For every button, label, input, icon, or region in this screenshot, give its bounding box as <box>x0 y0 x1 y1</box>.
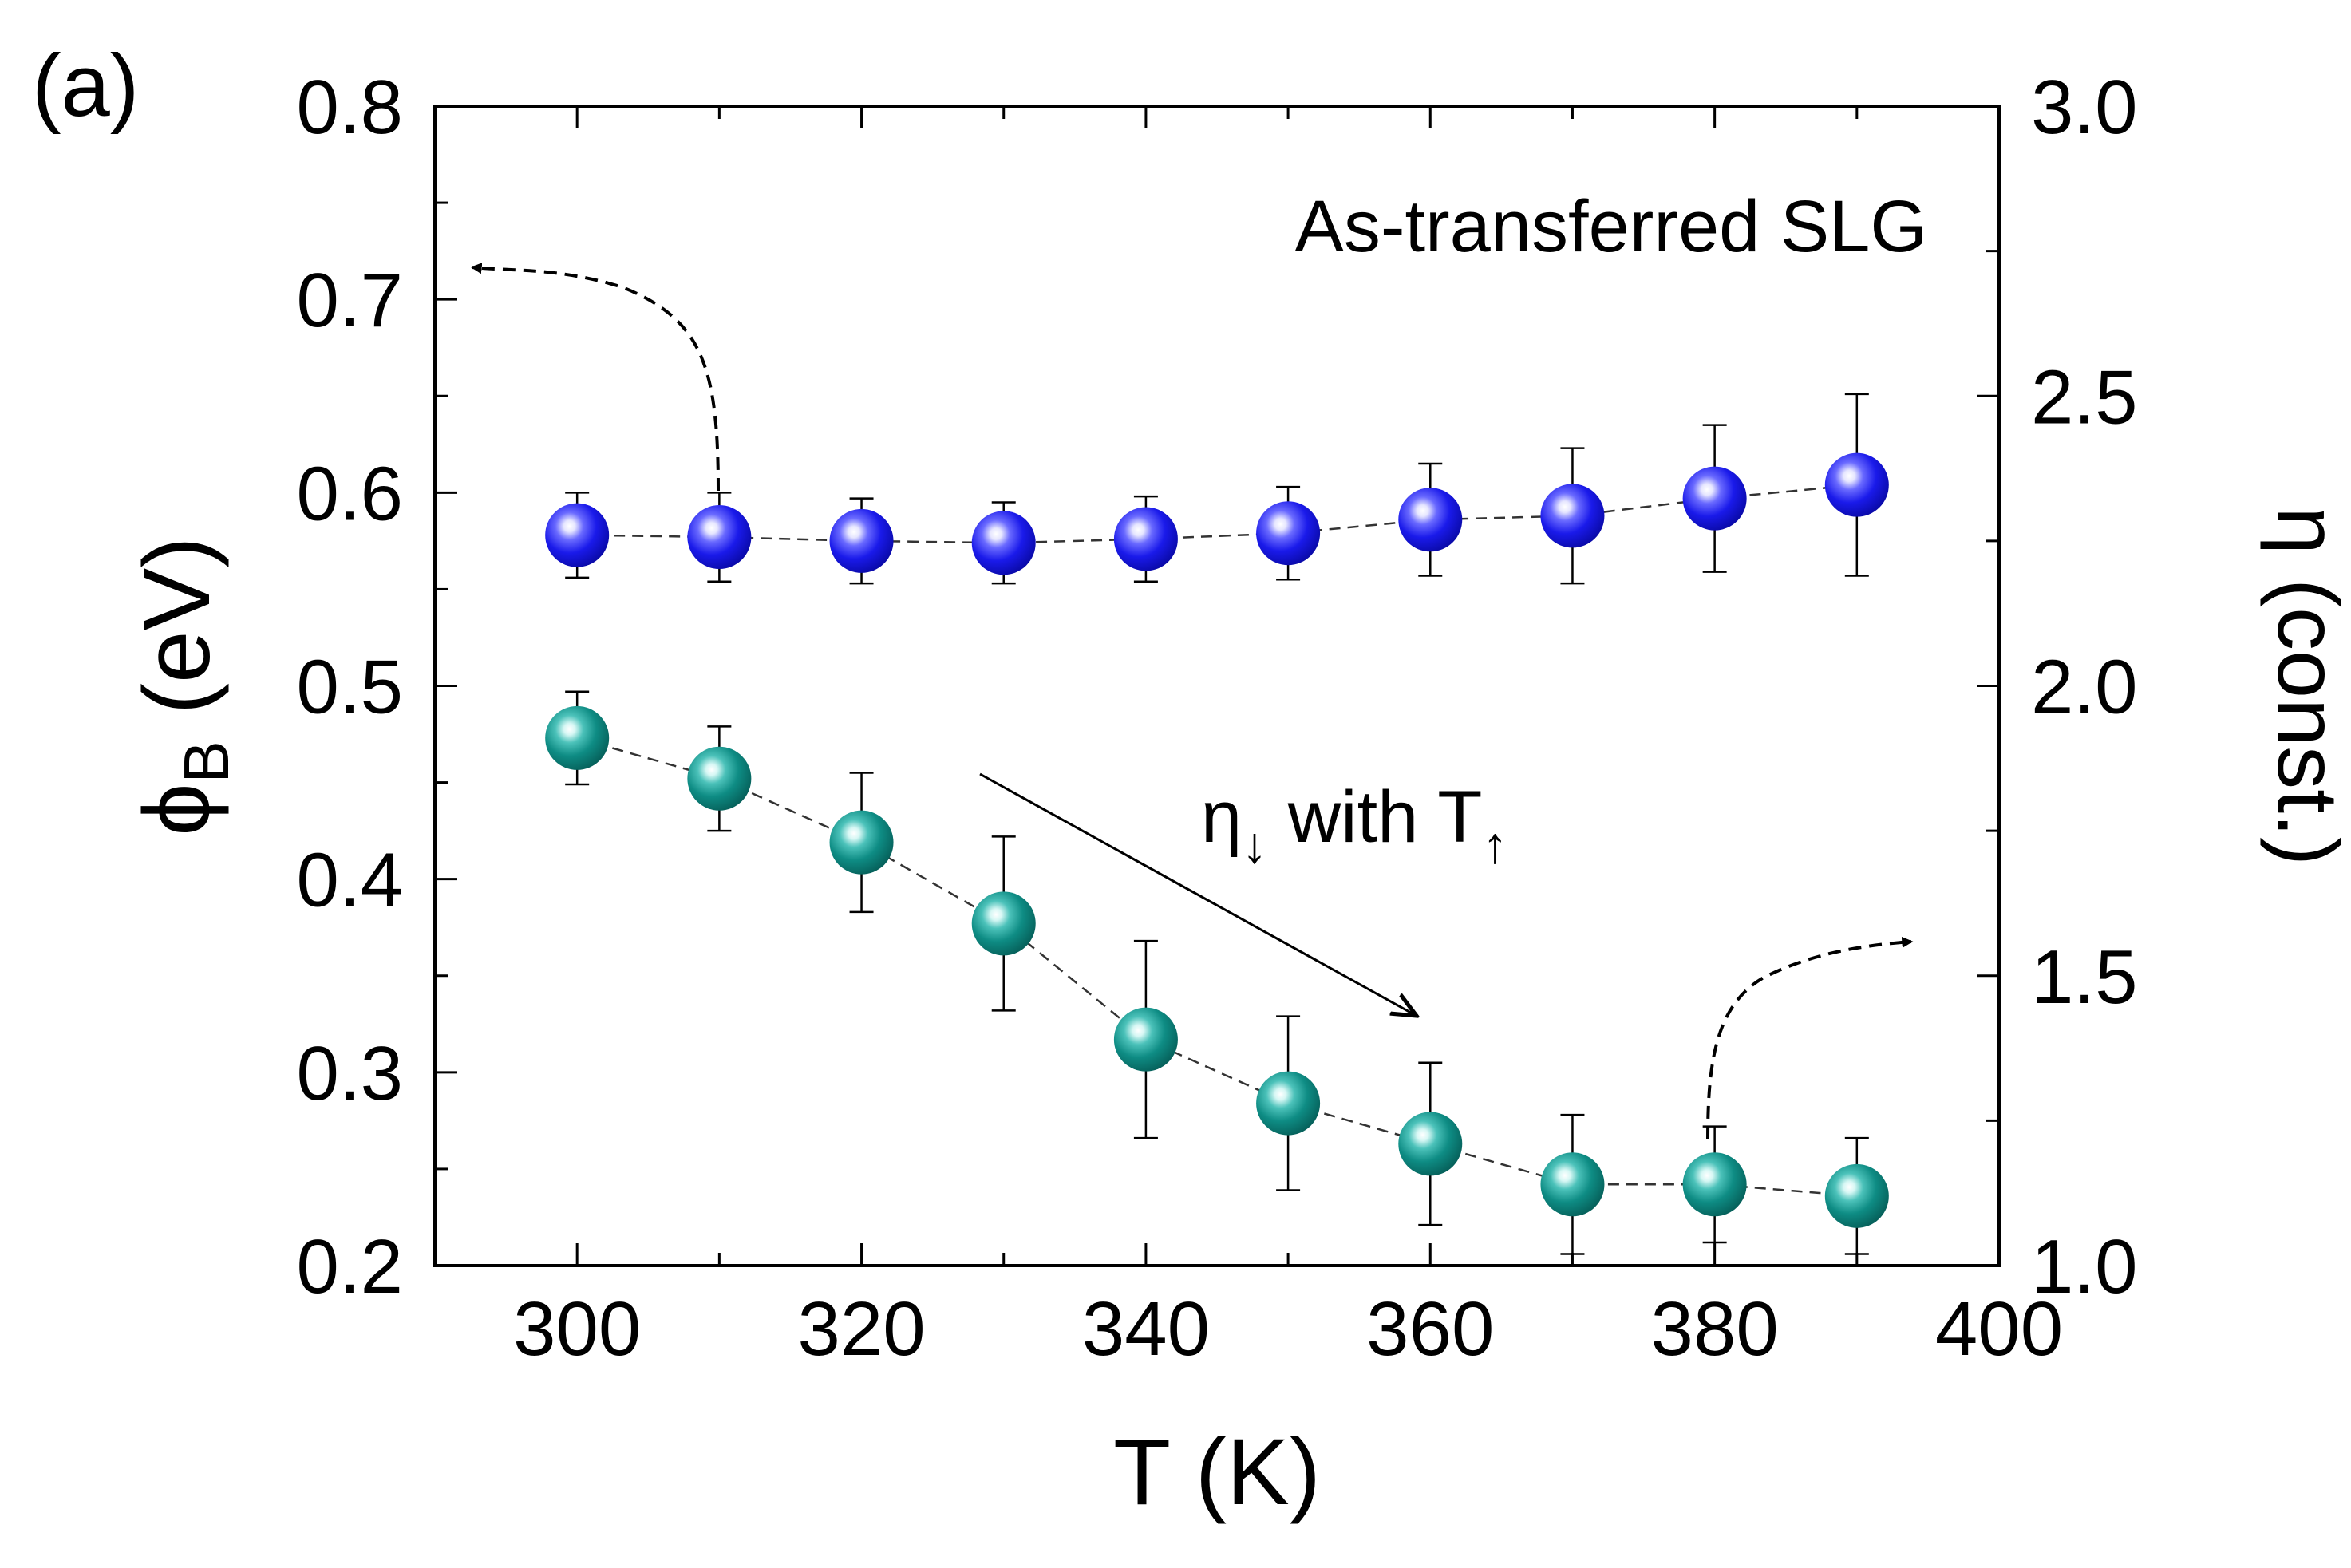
eta-point <box>829 810 894 875</box>
eta-point <box>1113 1007 1178 1072</box>
plot-frame <box>433 105 2001 1267</box>
trend-with-t: with T <box>1267 776 1482 858</box>
x-axis-label: T (K) <box>1113 1420 1321 1525</box>
x-tick-label: 300 <box>513 1286 641 1372</box>
x-tick-label: 360 <box>1366 1286 1494 1372</box>
phi_B-point <box>1824 452 1889 517</box>
data-markers <box>545 452 1889 1228</box>
series-connectors <box>576 484 1857 1198</box>
phi_B-point <box>1540 484 1605 548</box>
tick-labels: 300 320 340 360 380 400 0.2 0.3 0.4 0.5 0.6 0.7 0.8 1… <box>297 65 2138 1372</box>
phi_B-point <box>1398 488 1463 552</box>
eta-point <box>1682 1152 1747 1217</box>
eta-point <box>1398 1112 1463 1176</box>
y-right-tick-label: 1.0 <box>2031 1224 2137 1309</box>
eta-point <box>1256 1071 1321 1136</box>
x-tick-label: 320 <box>797 1286 925 1372</box>
trend-down-arrow: ↓ <box>1242 816 1267 874</box>
phi_B-point <box>687 505 752 570</box>
eta-point <box>971 891 1036 956</box>
ylabel-unit: (eV) <box>124 536 230 741</box>
y-left-tick-label: 0.5 <box>297 645 403 730</box>
y-left-tick-label: 0.6 <box>297 451 403 536</box>
y-right-tick-label: 2.5 <box>2031 354 2137 440</box>
y-left-tick-label: 0.8 <box>297 65 403 150</box>
x-tick-label: 380 <box>1651 1286 1779 1372</box>
y-right-tick-label: 1.5 <box>2031 934 2137 1020</box>
x-tick-label: 400 <box>1935 1286 2063 1372</box>
y-left-tick-label: 0.3 <box>297 1031 403 1116</box>
right-axis-pointer-arrow <box>1706 936 1914 1140</box>
phi_B-point <box>1113 507 1178 571</box>
trend-arrow <box>979 772 1417 1016</box>
eta-point <box>1540 1152 1605 1217</box>
phi-symbol: ϕ <box>124 783 230 835</box>
left-axis-pointer-arrow <box>470 263 720 492</box>
y-axis-label-left: ϕB (eV) <box>124 536 242 835</box>
trend-note: η↓ with T↑ <box>1201 776 1507 874</box>
x-tick-label: 340 <box>1082 1286 1210 1372</box>
y-left-tick-label: 0.2 <box>297 1224 403 1309</box>
eta-point <box>687 746 752 811</box>
phi_B-point <box>1682 466 1747 531</box>
eta-point <box>545 705 610 770</box>
phi_B-point <box>971 511 1036 575</box>
y-left-tick-label: 0.7 <box>297 258 403 343</box>
annotation-text: As-transferred SLG <box>1294 186 1927 267</box>
eta-connector <box>576 737 1857 1198</box>
y-right-tick-label: 3.0 <box>2031 65 2137 150</box>
trend-eta: η <box>1201 776 1242 858</box>
eta-point <box>1824 1163 1889 1228</box>
tick-marks <box>435 105 2001 1267</box>
phi_B-point <box>1256 501 1321 566</box>
y-axis-label-right: η (const.) <box>2260 507 2351 866</box>
y-left-tick-label: 0.4 <box>297 838 403 923</box>
phi_B-point <box>829 508 894 573</box>
phi-subscript: B <box>171 741 242 783</box>
trend-up-arrow: ↑ <box>1482 816 1507 874</box>
y-right-tick-label: 2.0 <box>2031 645 2137 730</box>
phi_B-point <box>545 503 610 567</box>
phi_B-connector <box>577 484 1857 544</box>
panel-label: (a) <box>32 37 139 135</box>
